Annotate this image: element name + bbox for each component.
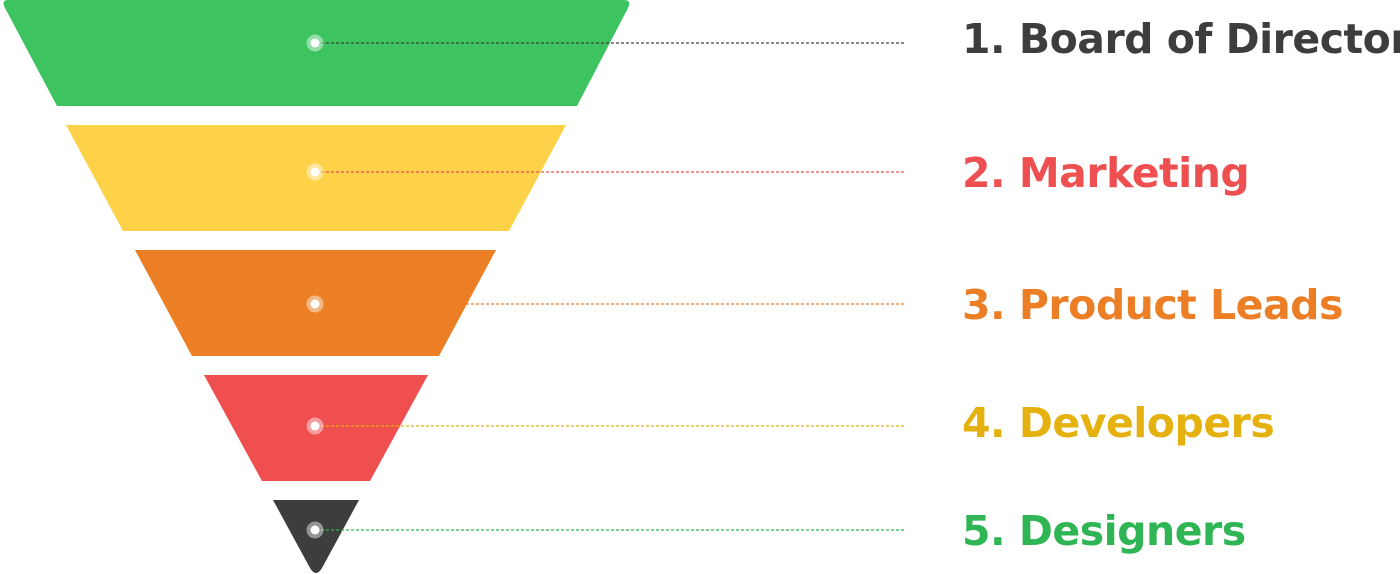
connector-lines (321, 42, 904, 531)
funnel-segment-2 (66, 125, 566, 231)
marker-dot-3 (310, 299, 320, 309)
marker-dot-2 (310, 167, 320, 177)
segment-markers (306, 34, 324, 539)
funnel-segment-1 (3, 0, 630, 106)
marker-dot-1 (310, 38, 320, 48)
funnel-segments (3, 0, 630, 573)
level-1-label: 1. Board of Directors (962, 15, 1400, 63)
funnel-segment-5 (273, 500, 359, 573)
level-5-label: 5. Designers (962, 507, 1246, 555)
level-4-label: 4. Developers (962, 399, 1275, 447)
marker-dot-5 (310, 525, 320, 535)
level-3-label: 3. Product Leads (962, 281, 1343, 329)
marker-dot-4 (310, 421, 320, 431)
level-2-label: 2. Marketing (962, 149, 1250, 197)
